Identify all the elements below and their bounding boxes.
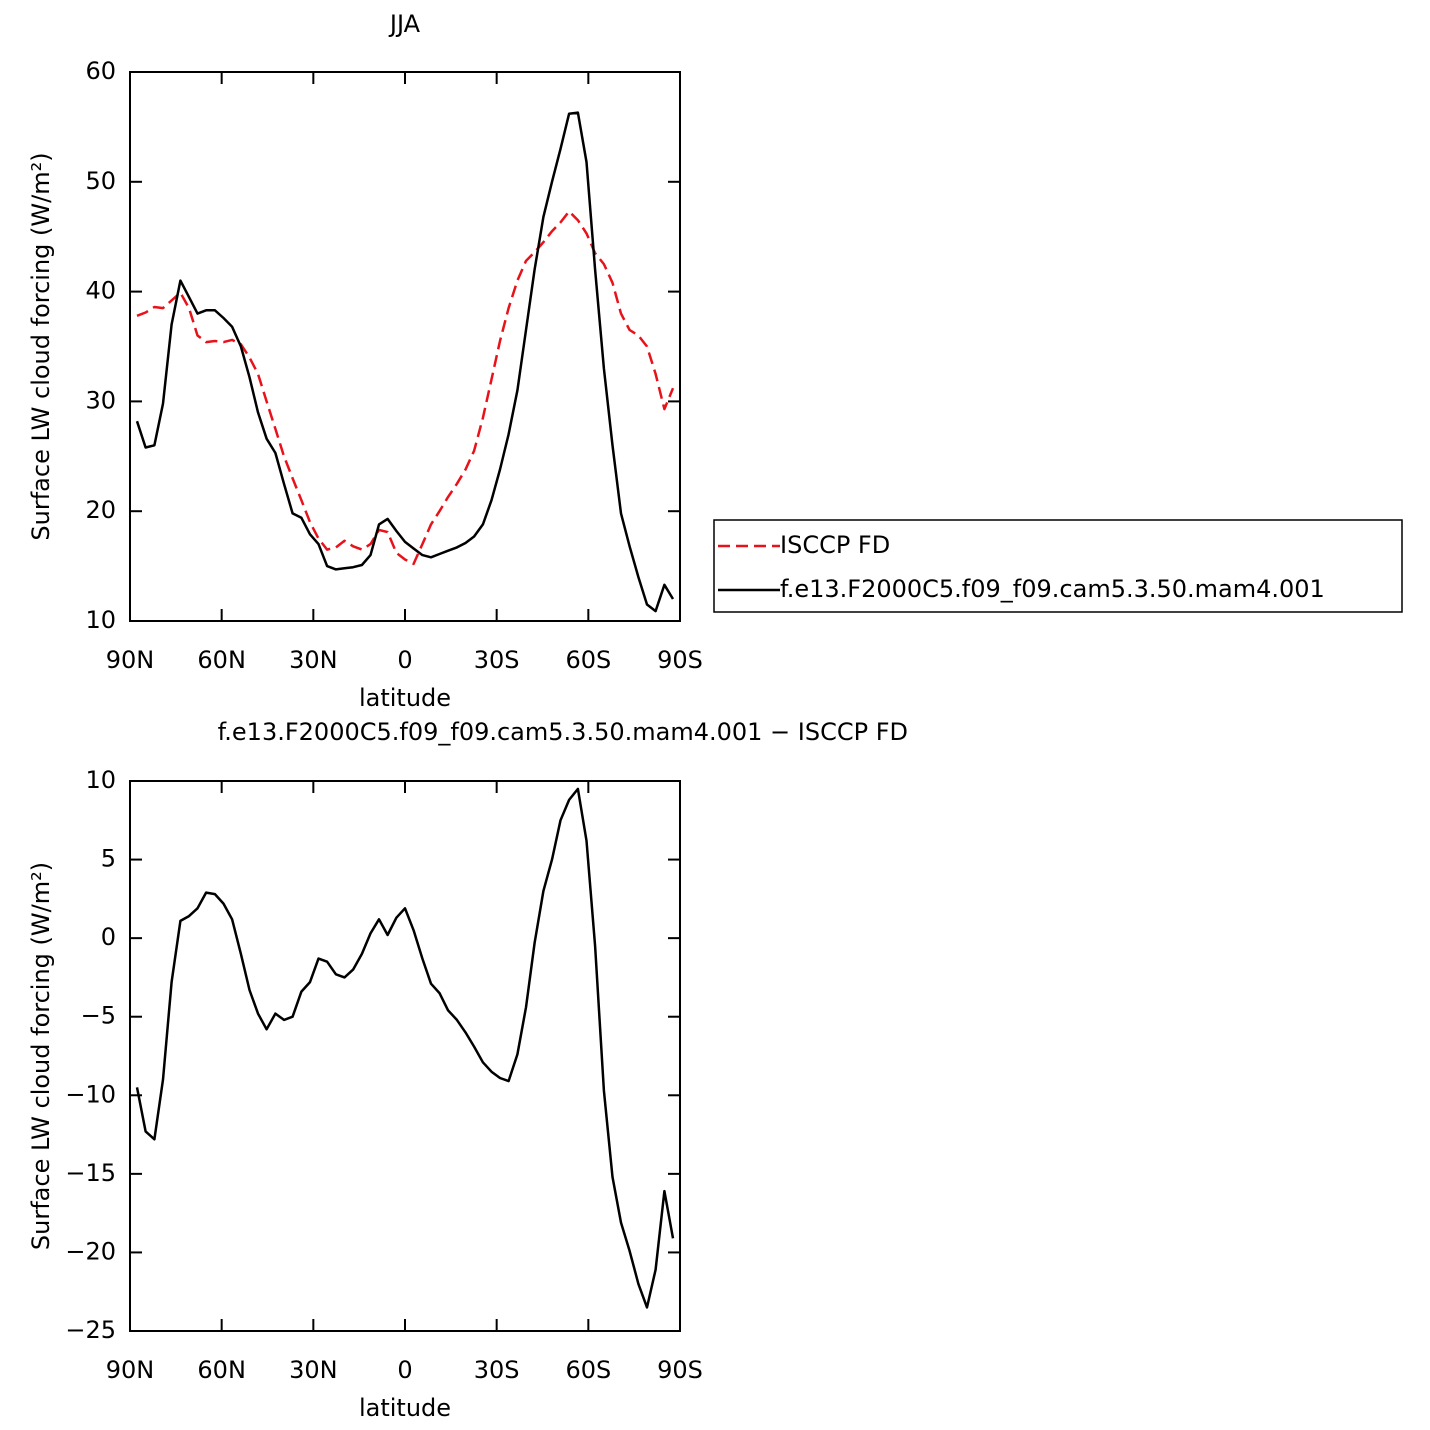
y-tick-label: −5 [81, 1002, 116, 1030]
chart-title: JJA [388, 10, 421, 38]
x-axis-label: latitude [359, 1394, 451, 1422]
x-tick-label: 30S [474, 646, 520, 674]
y-tick-label: 10 [85, 766, 116, 794]
legend-box [713, 519, 1403, 613]
y-tick-label: 20 [85, 496, 116, 524]
x-tick-label: 90N [106, 1356, 155, 1384]
x-tick-label: 60N [197, 646, 246, 674]
y-tick-label: −15 [65, 1159, 116, 1187]
y-tick-label: 0 [101, 923, 116, 951]
x-tick-label: 0 [397, 1356, 412, 1384]
y-tick-label: −25 [65, 1316, 116, 1344]
x-tick-label: 0 [397, 646, 412, 674]
data-line [135, 787, 675, 1309]
x-tick-label: 90S [657, 646, 703, 674]
x-tick-label: 90N [106, 646, 155, 674]
x-tick-label: 60N [197, 1356, 246, 1384]
x-tick-label: 90S [657, 1356, 703, 1384]
y-axis-label: Surface LW cloud forcing (W/m²) [27, 862, 55, 1250]
x-tick-label: 60S [565, 1356, 611, 1384]
legend-label: f.e13.F2000C5.f09_f09.cam5.3.50.mam4.001 [780, 575, 1325, 603]
y-tick-label: −20 [65, 1237, 116, 1265]
plot-frame [129, 71, 681, 622]
data-line [135, 111, 675, 613]
x-axis-label: latitude [359, 684, 451, 712]
y-tick-label: 40 [85, 277, 116, 305]
x-tick-label: 30N [289, 1356, 338, 1384]
y-tick-label: 60 [85, 57, 116, 85]
plot-frame [129, 780, 681, 1332]
y-tick-label: 10 [85, 606, 116, 634]
data-line [136, 210, 675, 566]
legend-label: ISCCP FD [780, 531, 890, 559]
y-tick-label: 50 [85, 167, 116, 195]
x-tick-label: 30S [474, 1356, 520, 1384]
y-tick-label: 5 [101, 845, 116, 873]
x-tick-label: 60S [565, 646, 611, 674]
x-tick-label: 30N [289, 646, 338, 674]
chart-title: f.e13.F2000C5.f09_f09.cam5.3.50.mam4.001… [218, 718, 908, 746]
y-axis-label: Surface LW cloud forcing (W/m²) [27, 152, 55, 540]
y-tick-label: 30 [85, 386, 116, 414]
y-tick-label: −10 [65, 1080, 116, 1108]
